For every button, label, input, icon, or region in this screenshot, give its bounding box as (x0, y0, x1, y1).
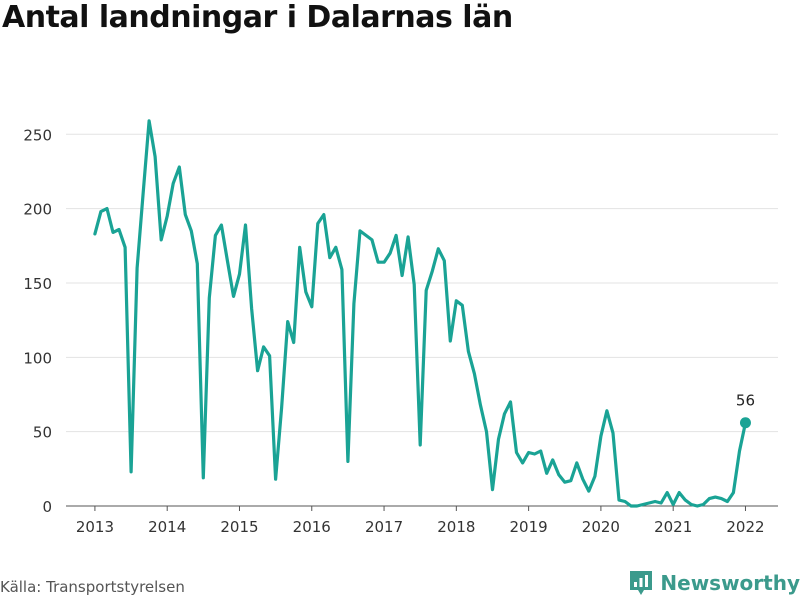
bar-chart-icon (630, 571, 653, 595)
y-tick-label: 150 (23, 275, 52, 293)
chart-title: Antal landningar i Dalarnas län (2, 0, 513, 35)
y-tick-label: 200 (23, 201, 52, 219)
last-value-label: 56 (736, 392, 755, 410)
y-tick-label: 50 (33, 424, 52, 442)
y-tick-label: 100 (23, 349, 52, 367)
x-tick-label: 2013 (76, 518, 114, 536)
x-tick-label: 2014 (148, 518, 186, 536)
x-tick-label: 2015 (220, 518, 258, 536)
brand-logo[interactable]: Newsworthy (629, 569, 800, 597)
brand-name: Newsworthy (660, 571, 800, 595)
series-line (93, 119, 748, 508)
x-tick-label: 2022 (726, 518, 764, 536)
last-point-marker (739, 417, 751, 429)
x-tick-label: 2020 (582, 518, 620, 536)
x-tick-label: 2019 (510, 518, 548, 536)
x-tick-label: 2017 (365, 518, 403, 536)
series-layer (93, 119, 751, 508)
y-tick-label: 0 (42, 498, 52, 516)
y-tick-label: 250 (23, 126, 52, 144)
data-label-layer: 56 (736, 392, 755, 410)
x-tick-label: 2021 (654, 518, 692, 536)
x-tick-label: 2016 (293, 518, 331, 536)
y-axis: 0 50 100 150 200 250 (23, 126, 52, 516)
x-axis: 2013 2014 2015 2016 2017 2018 2019 2020 2021 2022 (66, 505, 778, 536)
x-tick-label: 2018 (437, 518, 475, 536)
source-note: Källa: Transportstyrelsen (0, 578, 185, 596)
